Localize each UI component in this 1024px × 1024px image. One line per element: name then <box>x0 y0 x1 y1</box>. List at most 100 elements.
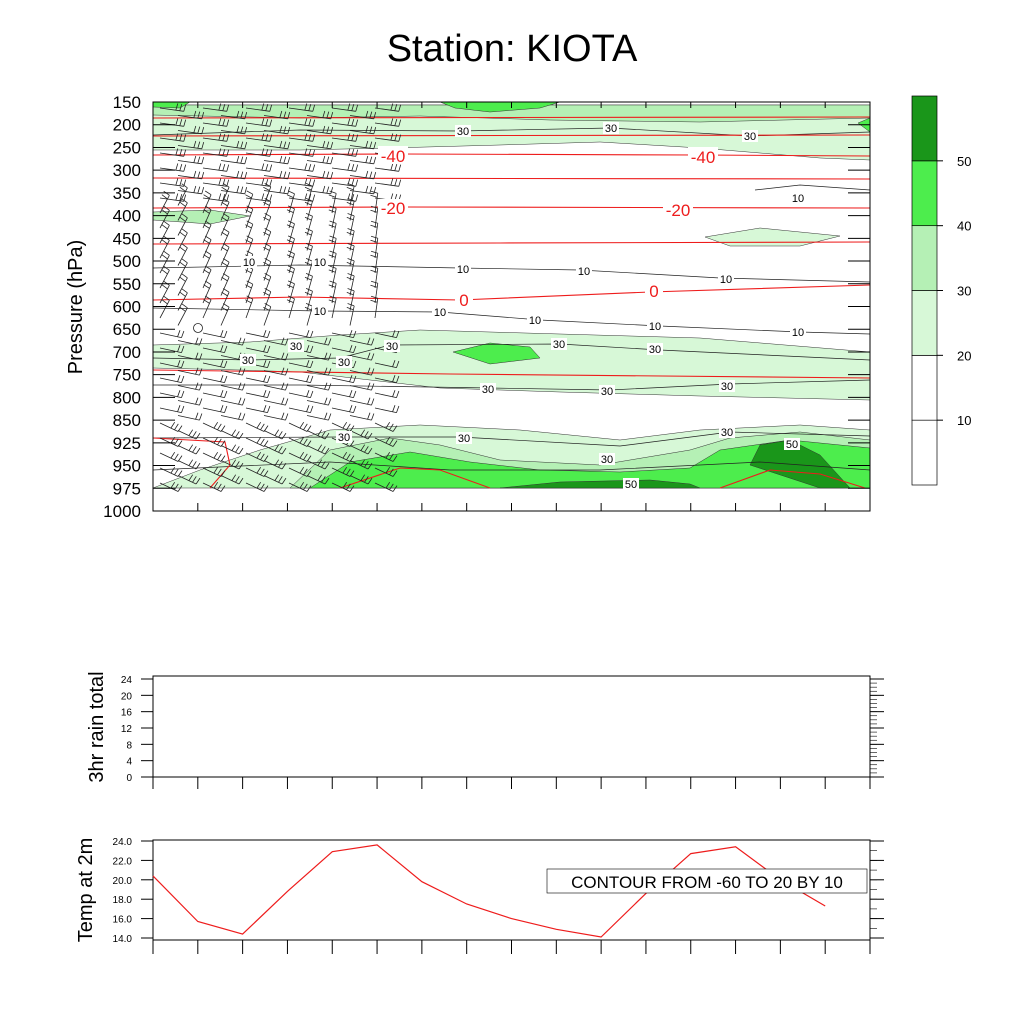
wind-barb <box>306 459 330 470</box>
wind-barb <box>202 133 230 142</box>
wind-barb <box>263 303 272 326</box>
wind-barb <box>245 405 271 413</box>
wind-barb <box>288 360 314 368</box>
wind-barb <box>370 295 379 319</box>
pressure-tick-label: 200 <box>113 116 141 135</box>
contour-label-10: 10 <box>792 193 804 205</box>
wind-barb <box>346 243 355 266</box>
wind-barb <box>346 288 355 311</box>
wind-barb <box>286 220 295 244</box>
wind-barb <box>159 375 185 383</box>
wind-barb <box>159 280 170 304</box>
pressure-tick-label: 450 <box>113 229 141 248</box>
shade-region <box>152 209 251 225</box>
wind-barb <box>331 163 359 172</box>
wind-barb <box>159 178 187 187</box>
wind-barb <box>245 280 254 304</box>
wind-barb <box>159 220 170 244</box>
wind-barb <box>202 118 230 127</box>
wind-barb <box>374 466 398 477</box>
wind-barb <box>220 155 248 165</box>
wind-barb <box>349 459 373 470</box>
shade-region <box>704 227 841 247</box>
wind-barb <box>245 190 254 214</box>
wind-barb <box>331 103 359 112</box>
wind-barb <box>159 103 187 112</box>
wind-barb <box>177 198 188 221</box>
contour-label-30: 30 <box>601 386 613 398</box>
wind-barb <box>331 345 357 353</box>
temp-axis-label: Temp at 2m <box>75 838 97 942</box>
wind-barb <box>306 444 330 455</box>
wind-barb <box>331 148 359 157</box>
wind-barb <box>202 405 228 413</box>
contour-label-30: 30 <box>605 123 617 135</box>
wind-barb <box>245 148 273 157</box>
wind-barb <box>286 205 295 229</box>
wind-barb <box>374 405 400 413</box>
wind-barb <box>346 183 355 206</box>
wind-barb <box>288 330 314 338</box>
wind-barb <box>202 360 228 368</box>
wind-barb <box>370 280 379 304</box>
rain-panel: 0 4 8 12 16 20 24 3hr rain total <box>86 671 884 789</box>
wind-barb <box>177 397 203 406</box>
wind-barb <box>177 228 188 251</box>
wind-barb <box>245 205 254 229</box>
wind-barb <box>263 125 291 135</box>
wind-barb <box>263 110 291 120</box>
pressure-tick-label: 600 <box>113 298 141 317</box>
wind-barb <box>306 140 334 150</box>
contour-label-10: 10 <box>529 315 541 327</box>
wind-barb <box>263 228 272 251</box>
wind-barb <box>202 330 228 338</box>
wind-barb <box>263 185 291 195</box>
wind-barb <box>349 110 377 120</box>
wind-barb <box>349 140 377 150</box>
wind-barb <box>331 466 355 477</box>
wind-barb <box>288 405 314 413</box>
wind-barb <box>263 213 272 236</box>
wind-barb <box>177 170 205 180</box>
wind-barb <box>220 337 246 346</box>
pressure-tick-label: 650 <box>113 320 141 339</box>
wind-barb <box>304 288 313 311</box>
wind-barb <box>245 481 269 492</box>
pressure-tick-label: 700 <box>113 343 141 362</box>
pressure-tick-label: 750 <box>113 366 141 385</box>
wind-barb <box>331 405 357 413</box>
wind-barb <box>177 444 201 455</box>
wind-barb <box>374 451 398 462</box>
wind-barb <box>288 133 316 142</box>
wind-barb <box>288 163 316 172</box>
temp-axis: 14.0 16.0 18.0 20.0 22.0 24.0 <box>113 837 884 945</box>
wind-barb <box>263 367 289 376</box>
wind-barb <box>331 178 359 187</box>
wind-barb <box>202 193 230 202</box>
wind-barb <box>202 390 228 398</box>
wind-barb <box>159 466 183 477</box>
wind-barb <box>245 390 271 398</box>
contour-label-30: 30 <box>338 357 350 369</box>
wind-barb <box>159 133 187 142</box>
wind-barb <box>304 198 313 221</box>
wind-barb <box>159 360 185 368</box>
wind-barb <box>306 170 334 180</box>
wind-barb <box>349 474 373 485</box>
wind-barb <box>286 265 295 289</box>
wind-barb <box>220 412 246 421</box>
wind-barb <box>288 390 314 398</box>
contour-label-30: 30 <box>744 131 756 143</box>
wind-barb <box>370 190 379 214</box>
wind-barb <box>263 397 289 406</box>
pressure-tick-label: 300 <box>113 161 141 180</box>
pressure-tick-label: 500 <box>113 252 141 271</box>
wind-barb <box>263 243 272 266</box>
wind-barb <box>177 367 203 376</box>
wind-barb <box>159 163 187 172</box>
rain-tick-label: 20 <box>121 691 133 702</box>
pressure-tick-label: 250 <box>113 138 141 157</box>
wind-barb <box>370 265 379 289</box>
rain-tick-label: 4 <box>126 757 132 768</box>
wind-barb <box>346 273 355 296</box>
